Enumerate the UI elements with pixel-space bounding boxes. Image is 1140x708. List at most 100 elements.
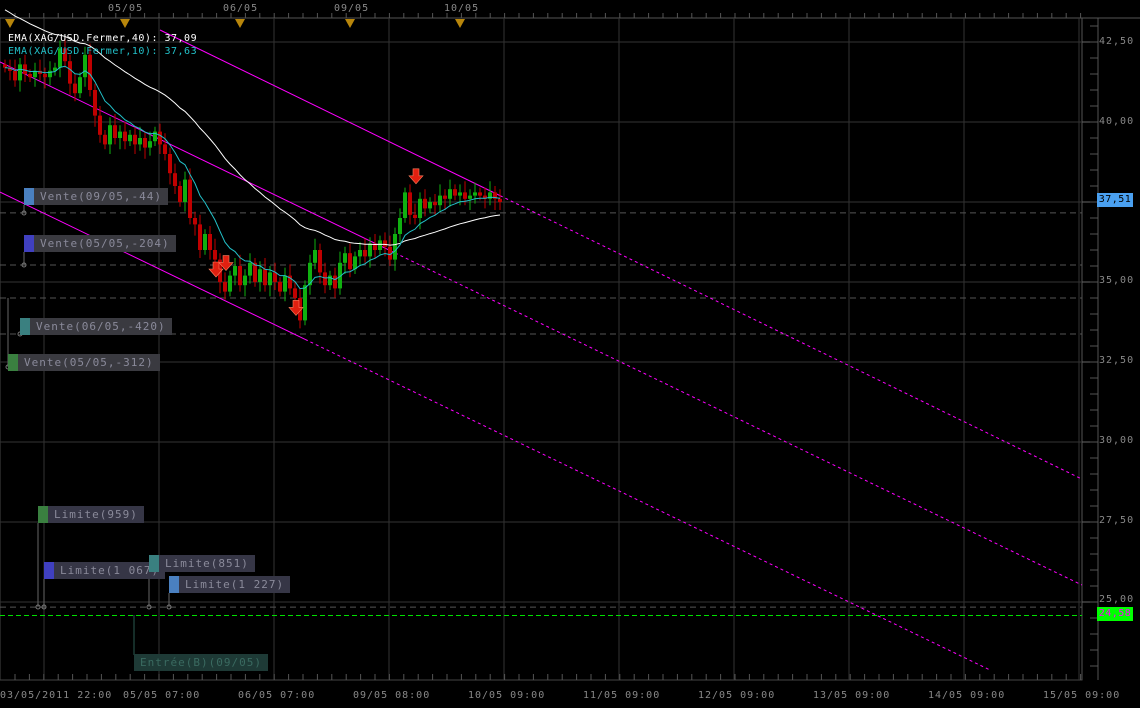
candle-body (418, 198, 422, 218)
candle-body (263, 269, 267, 286)
order-label-vente[interactable]: Vente(05/05,-312) (8, 354, 160, 371)
y-tick-label: 25,00 (1099, 594, 1135, 605)
candle-body (188, 179, 192, 218)
candle-body (88, 54, 92, 90)
candle-body (363, 250, 367, 257)
candle-body (68, 61, 72, 84)
candle-body (48, 70, 52, 78)
order-label-limit[interactable]: Limite(851) (149, 555, 255, 572)
candle-body (413, 214, 417, 218)
candle-body (243, 275, 247, 286)
order-anchor (146, 604, 152, 610)
x-tick-label: 15/05 09:00 (1043, 690, 1121, 701)
candle-body (293, 288, 297, 298)
top-date-label: 05/05 (108, 3, 144, 14)
candle-body (133, 134, 137, 145)
order-color-swatch (38, 506, 48, 523)
candle-body (63, 48, 67, 62)
candle-body (388, 246, 392, 260)
candle-body (323, 272, 327, 286)
candle-body (343, 253, 347, 263)
date-marker-icon (455, 19, 465, 28)
candle-body (128, 134, 132, 142)
sell-arrow-icon (288, 300, 304, 316)
order-anchor (166, 604, 172, 610)
x-tick-label: 11/05 09:00 (583, 690, 661, 701)
candle-body (493, 192, 497, 199)
candle-body (223, 282, 227, 292)
candle-body (268, 272, 272, 286)
candle-body (8, 67, 12, 71)
candle-body (108, 125, 112, 145)
y-tick-label: 32,50 (1099, 355, 1135, 366)
candle-body (13, 70, 17, 81)
candle-body (178, 186, 182, 202)
order-color-swatch (169, 576, 179, 593)
candle-body (183, 179, 187, 202)
candle-body (173, 173, 177, 186)
candle-body (428, 202, 432, 209)
candle-body (193, 218, 197, 225)
candle-body (488, 192, 492, 199)
order-color-swatch (8, 354, 18, 371)
x-tick-label: 14/05 09:00 (928, 690, 1006, 701)
x-tick-label: 12/05 09:00 (698, 690, 776, 701)
candle-body (18, 64, 22, 81)
candle-body (463, 192, 467, 199)
order-label-entry[interactable]: Entrée(B)(09/05) (134, 654, 268, 671)
order-label-vente[interactable]: Vente(06/05,-420) (20, 318, 172, 335)
order-color-swatch (44, 562, 54, 579)
order-anchor (21, 210, 27, 216)
candle-body (113, 125, 117, 138)
candle-body (28, 74, 32, 78)
candle-body (98, 115, 102, 135)
candle-body (393, 234, 397, 260)
order-label-limit[interactable]: Limite(1 227) (169, 576, 291, 593)
candle-body (228, 275, 232, 292)
candle-body (153, 131, 157, 142)
candle-body (93, 90, 97, 116)
candle-body (198, 224, 202, 250)
order-color-swatch (24, 188, 34, 205)
candle-body (73, 83, 77, 94)
x-tick-label: 09/05 08:00 (353, 690, 431, 701)
candle-body (118, 131, 122, 138)
channel-line-projection (499, 195, 1083, 480)
order-label-vente[interactable]: Vente(05/05,-204) (24, 235, 176, 252)
sell-arrow-icon (408, 168, 424, 185)
ema-line (4, 65, 501, 290)
candle-body (213, 250, 217, 260)
date-marker-icon (120, 19, 130, 28)
candle-body (483, 195, 487, 199)
order-anchor (41, 604, 47, 610)
order-label-limit[interactable]: Limite(959) (38, 506, 144, 523)
candle-body (453, 189, 457, 196)
order-anchor (21, 262, 27, 268)
candle-body (443, 195, 447, 199)
candle-body (303, 285, 307, 321)
plot-frame (0, 17, 1083, 681)
candle-body (288, 275, 292, 289)
order-color-swatch (149, 555, 159, 572)
candle-body (448, 189, 452, 199)
order-label-limit[interactable]: Limite(1 067) (44, 562, 166, 579)
order-label-vente[interactable]: Vente(09/05,-44) (24, 188, 168, 205)
date-marker-icon (235, 19, 245, 28)
candle-body (478, 192, 482, 196)
ema40-legend: EMA(XAG/USD.Fermer,40): 37,09 (8, 33, 198, 44)
x-tick-label: 06/05 07:00 (238, 690, 316, 701)
candle-body (208, 234, 212, 250)
candle-body (273, 272, 277, 282)
candle-body (283, 275, 287, 292)
sell-arrow-icon (218, 255, 234, 272)
order-anchor (35, 604, 41, 610)
y-tick-label: 35,00 (1099, 275, 1135, 286)
candle-body (383, 240, 387, 247)
candle-body (328, 275, 332, 286)
candle-body (248, 262, 252, 276)
candle-body (398, 218, 402, 234)
ema-line (4, 9, 501, 246)
candle-body (163, 144, 167, 154)
x-tick-label: 13/05 09:00 (813, 690, 891, 701)
